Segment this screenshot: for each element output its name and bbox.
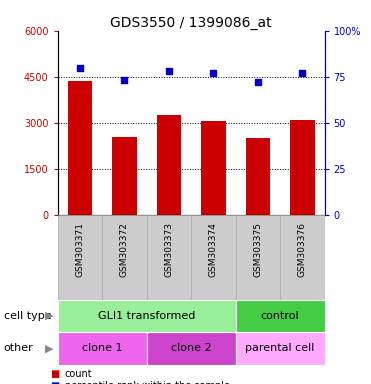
Bar [290,120,315,215]
Text: GSM303373: GSM303373 [164,222,173,277]
Bar [191,215,236,300]
Text: GSM303375: GSM303375 [253,222,262,277]
Title: GDS3550 / 1399086_at: GDS3550 / 1399086_at [110,16,272,30]
Bar [280,215,325,300]
Point [210,70,216,76]
Text: ▶: ▶ [45,343,54,354]
Bar [112,137,137,215]
Text: ▶: ▶ [45,311,54,321]
Text: ■: ■ [50,369,59,379]
Text: other: other [4,343,33,354]
Text: clone 2: clone 2 [171,343,211,354]
Text: control: control [261,311,299,321]
Text: cell type: cell type [4,311,51,321]
Text: clone 1: clone 1 [82,343,122,354]
Text: GSM303372: GSM303372 [120,222,129,277]
Bar [58,332,147,365]
Text: GSM303371: GSM303371 [75,222,84,277]
Bar [236,332,325,365]
Bar [58,215,102,300]
Bar [201,121,226,215]
Text: percentile rank within the sample: percentile rank within the sample [65,381,230,384]
Bar [58,300,236,332]
Point [299,70,305,76]
Bar [236,215,280,300]
Bar [246,138,270,215]
Text: count: count [65,369,92,379]
Bar [102,215,147,300]
Point [255,79,261,85]
Text: parental cell: parental cell [246,343,315,354]
Point [166,68,172,74]
Point [77,65,83,71]
Bar [68,81,92,215]
Text: ■: ■ [50,381,59,384]
Text: GSM303374: GSM303374 [209,222,218,277]
Bar [236,300,325,332]
Bar [147,215,191,300]
Bar [157,115,181,215]
Point [121,78,127,84]
Text: GLI1 transformed: GLI1 transformed [98,311,195,321]
Text: GSM303376: GSM303376 [298,222,307,277]
Bar [147,332,236,365]
